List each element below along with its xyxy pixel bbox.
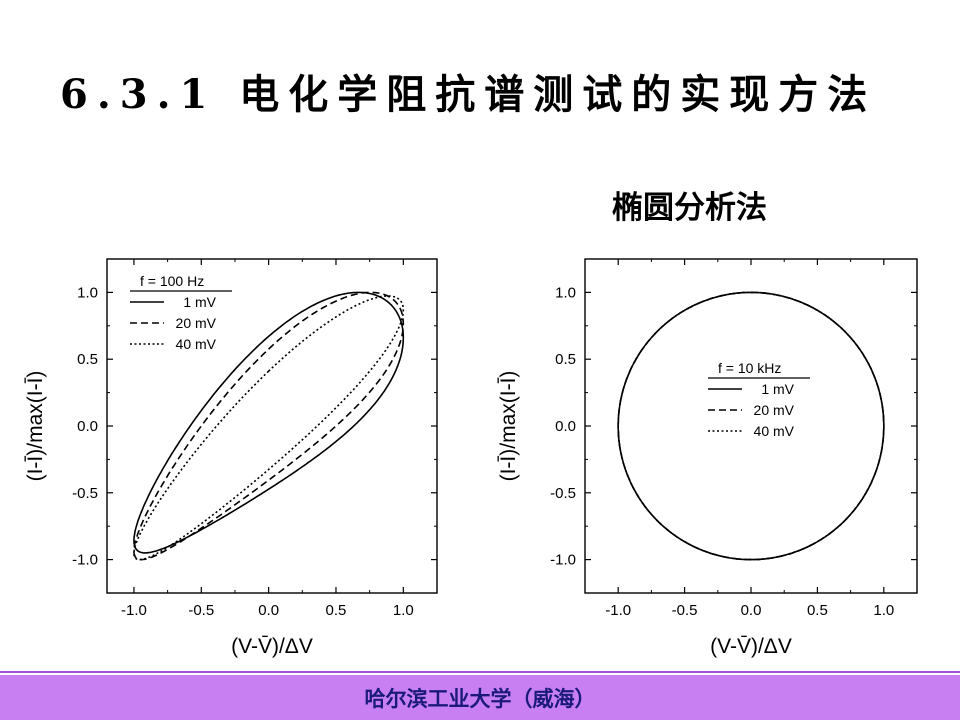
- footer-divider: [0, 671, 960, 673]
- x-tick-label: -0.5: [188, 602, 214, 619]
- chart-circle-10khz: -1.0 -0.5 0.0 0.5 1.0 -1.0 -0.5 0.0 0.5 1.0 (V-V̄)…: [497, 258, 918, 658]
- legend: f = 100 Hz 1 mV 20 mV 40 mV: [130, 273, 232, 352]
- y-tick-label: 0.0: [77, 418, 98, 435]
- x-tick-label: 0.0: [258, 602, 279, 619]
- plot-frame: [106, 258, 438, 594]
- x-tick-label: 1.0: [393, 602, 414, 619]
- y-tick-label: -0.5: [72, 485, 98, 502]
- x-tick-label: 1.0: [873, 602, 894, 619]
- y-tick-label: -0.5: [550, 485, 576, 502]
- legend-label: 40 mV: [754, 423, 795, 439]
- chart-ellipse-100hz: -1.0 -0.5 0.0 0.5 1.0 -1.0 -0.5 0.0 0.5 1.0 (V-V̄)…: [24, 258, 438, 658]
- y-tick-label: 1.0: [77, 284, 98, 301]
- legend-label: 1 mV: [761, 381, 794, 397]
- series-1mv: [617, 291, 885, 561]
- y-axis-label: (I-Ī)/max(I-Ī): [24, 371, 47, 482]
- legend: f = 10 kHz 1 mV 20 mV 40 mV: [708, 360, 810, 439]
- y-tick-label: 0.5: [77, 351, 98, 368]
- x-tick-label: -1.0: [605, 602, 631, 619]
- y-axis-label: (I-Ī)/max(I-Ī): [497, 371, 520, 482]
- legend-title: f = 100 Hz: [140, 273, 204, 289]
- series-20mv: [617, 291, 885, 561]
- series-1mv: [133, 291, 405, 554]
- x-axis-label: (V-V̄)/ΔV: [231, 635, 313, 658]
- footer-text: 哈尔滨工业大学（威海）: [364, 686, 596, 711]
- legend-label: 20 mV: [754, 402, 795, 418]
- x-tick-label: -1.0: [121, 602, 147, 619]
- y-tick-label: -1.0: [550, 552, 576, 569]
- series-40mv: [133, 295, 405, 561]
- series-40mv: [617, 291, 885, 561]
- y-tick-label: 0.5: [555, 351, 576, 368]
- y-tick-label: 0.0: [555, 418, 576, 435]
- legend-label: 40 mV: [176, 336, 217, 352]
- footer-bar: 哈尔滨工业大学（威海）: [0, 675, 960, 720]
- legend-title: f = 10 kHz: [718, 360, 781, 376]
- legend-label: 1 mV: [183, 294, 216, 310]
- x-tick-label: -0.5: [672, 602, 698, 619]
- y-tick-label: -1.0: [72, 552, 98, 569]
- charts-canvas: -1.0 -0.5 0.0 0.5 1.0 -1.0 -0.5 0.0 0.5 1.0 (V-V̄)…: [24, 258, 918, 658]
- series-20mv: [133, 291, 405, 561]
- plot-frame: [584, 258, 918, 594]
- x-tick-label: 0.0: [741, 602, 762, 619]
- y-tick-label: 1.0: [555, 284, 576, 301]
- method-subtitle: 椭圆分析法: [612, 190, 767, 226]
- slide-title: 6.3.1 电化学阻抗谱测试的实现方法: [60, 71, 877, 118]
- x-axis-label: (V-V̄)/ΔV: [710, 635, 792, 658]
- x-tick-label: 0.5: [807, 602, 828, 619]
- legend-label: 20 mV: [176, 315, 217, 331]
- x-tick-label: 0.5: [326, 602, 347, 619]
